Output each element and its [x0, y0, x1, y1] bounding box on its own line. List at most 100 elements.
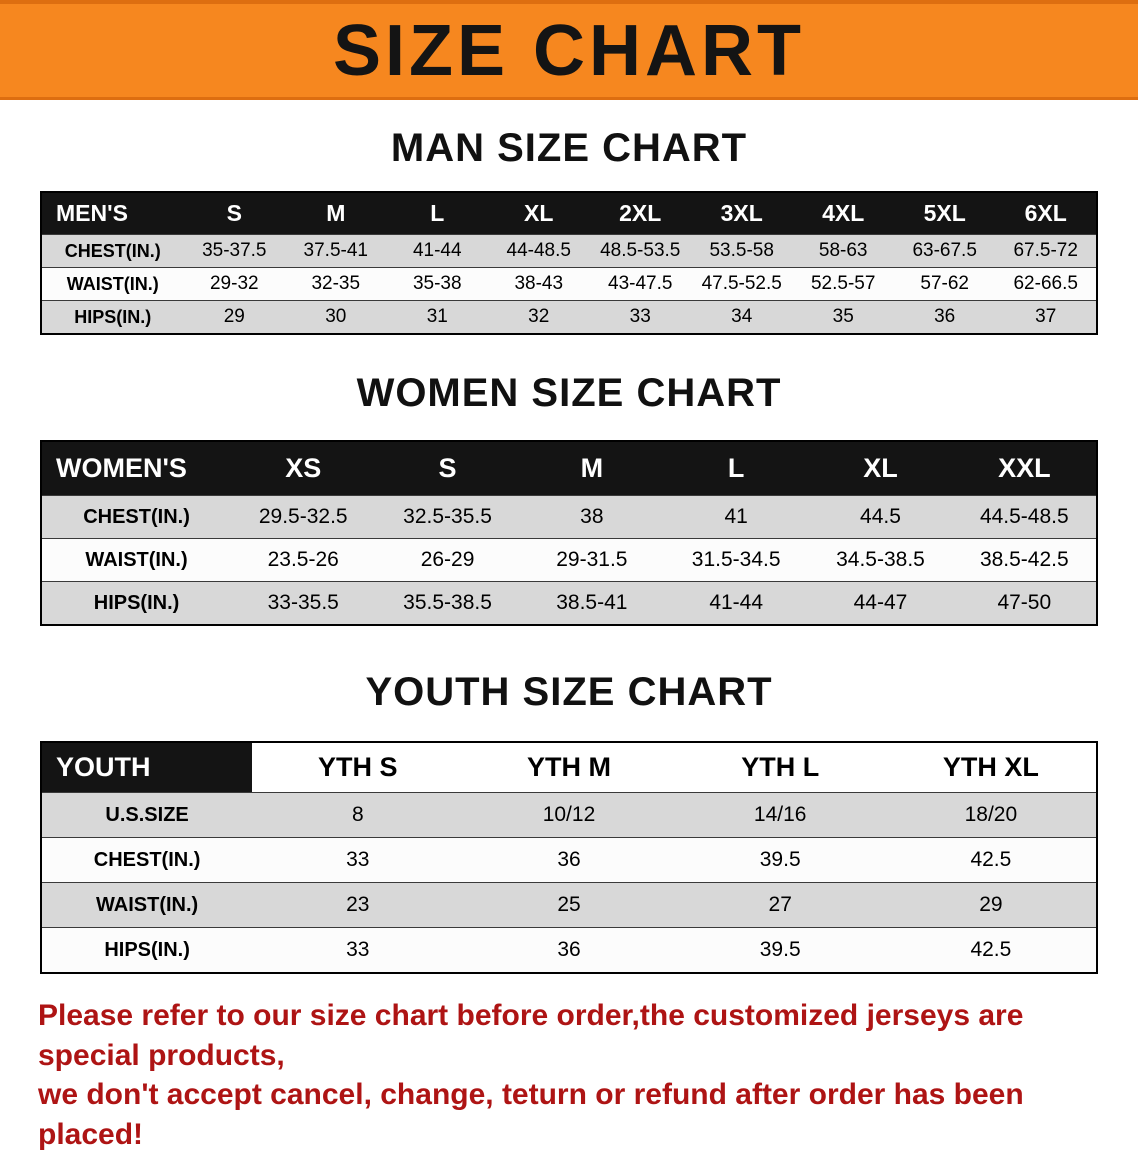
size-value-cell: 23.5-26: [267, 548, 339, 571]
size-value-cell: 47-50: [997, 591, 1052, 614]
size-value-cell: 27: [768, 893, 792, 916]
size-column-header: YTH L: [741, 752, 820, 782]
table-row: WAIST(IN.) 23.5-26 26-29 29-31.5 31.5-34.5 34…: [41, 538, 1097, 582]
youth-size-chart-heading: YOUTH SIZE CHART: [365, 670, 773, 714]
size-value-cell: 62-66.5: [1013, 273, 1078, 294]
size-column-header: 2XL: [619, 200, 662, 226]
size-value-cell: 35-37.5: [202, 240, 267, 261]
table-title-cell: WOMEN'S: [56, 453, 187, 483]
size-value-cell: 29-31.5: [556, 548, 628, 571]
table-row: CHEST(IN.) 35-37.5 37.5-41 41-44 44-48.5 48.5…: [41, 234, 1097, 268]
size-chart-banner: SIZE CHART: [0, 0, 1138, 100]
man-size-chart-heading: MAN SIZE CHART: [390, 126, 748, 170]
disclaimer-text: Please refer to our size chart before or…: [38, 996, 1100, 1154]
women-size-table-wrapper: WOMEN'S XS S M L XL XXL CHEST(IN.) 29.5-32.5 32.5…: [0, 440, 1138, 626]
size-column-header: XS: [285, 453, 322, 483]
table-row: CHEST(IN.) 33 36 39.5 42.5: [41, 837, 1097, 883]
table-header-row: YOUTH YTH S YTH M YTH L YTH XL: [41, 742, 1097, 793]
size-column-header: XXL: [998, 453, 1051, 483]
table-header-row: WOMEN'S XS S M L XL XXL: [41, 441, 1097, 496]
size-value-cell: 33: [346, 938, 370, 961]
table-row: CHEST(IN.) 29.5-32.5 32.5-35.5 38 41 44.5 44.5…: [41, 495, 1097, 539]
size-value-cell: 34: [731, 306, 753, 327]
row-label: U.S.SIZE: [105, 803, 189, 826]
size-value-cell: 38-43: [514, 273, 564, 294]
size-value-cell: 35-38: [412, 273, 462, 294]
table-title-cell: MEN'S: [56, 200, 128, 226]
size-column-header: M: [326, 200, 346, 226]
size-value-cell: 30: [325, 306, 347, 327]
size-value-cell: 31.5-34.5: [691, 548, 781, 571]
size-column-header: YTH M: [526, 752, 611, 782]
size-value-cell: 44.5-48.5: [979, 505, 1069, 528]
size-value-cell: 53.5-58: [709, 240, 774, 261]
row-label: WAIST(IN.): [95, 893, 199, 916]
size-column-header: S: [438, 453, 457, 483]
size-value-cell: 34.5-38.5: [836, 548, 925, 571]
size-column-header: XL: [524, 200, 554, 226]
size-value-cell: 47.5-52.5: [701, 273, 782, 294]
size-value-cell: 67.5-72: [1013, 240, 1078, 261]
size-value-cell: 44.5: [860, 505, 901, 528]
row-label: CHEST(IN.): [64, 240, 161, 261]
size-value-cell: 33-35.5: [267, 591, 339, 614]
size-value-cell: 23: [346, 893, 370, 916]
table-row: WAIST(IN.) 29-32 32-35 35-38 38-43 43-47.5 47.…: [41, 267, 1097, 301]
row-label: WAIST(IN.): [85, 548, 188, 571]
size-value-cell: 29: [223, 306, 245, 327]
size-column-header: L: [430, 200, 445, 226]
row-label: CHEST(IN.): [83, 505, 190, 528]
size-value-cell: 44-47: [853, 591, 908, 614]
size-value-cell: 41-44: [709, 591, 764, 614]
size-column-header: 6XL: [1024, 200, 1067, 226]
row-label: WAIST(IN.): [66, 273, 159, 294]
youth-size-table-wrapper: YOUTH YTH S YTH M YTH L YTH XL U.S.SIZE 8 10/12…: [0, 741, 1138, 974]
size-column-header: M: [580, 453, 604, 483]
size-value-cell: 32-35: [311, 273, 361, 294]
table-row: HIPS(IN.) 29 30 31 32 33 34 35 36 37: [41, 300, 1097, 334]
size-value-cell: 36: [557, 938, 581, 961]
size-column-header: L: [727, 453, 745, 483]
size-value-cell: 36: [934, 306, 956, 327]
size-column-header: 3XL: [720, 200, 763, 226]
table-row: HIPS(IN.) 33 36 39.5 42.5: [41, 927, 1097, 973]
size-column-header: XL: [863, 453, 898, 483]
size-value-cell: 38: [580, 505, 604, 528]
men-size-table-wrapper: MEN'S S M L XL 2XL 3XL 4XL 5XL 6XL CHEST(IN.) 35-37…: [0, 191, 1138, 335]
size-value-cell: 26-29: [420, 548, 475, 571]
row-label: HIPS(IN.): [104, 938, 190, 961]
size-value-cell: 39.5: [759, 848, 801, 871]
size-value-cell: 41-44: [412, 240, 462, 261]
size-value-cell: 35.5-38.5: [403, 591, 492, 614]
size-value-cell: 32.5-35.5: [403, 505, 492, 528]
size-value-cell: 14/16: [753, 803, 807, 826]
size-value-cell: 63-67.5: [912, 240, 977, 261]
disclaimer-line-2: we don't accept cancel, change, teturn o…: [38, 1078, 1024, 1151]
size-value-cell: 48.5-53.5: [600, 240, 681, 261]
size-value-cell: 42.5: [970, 938, 1012, 961]
size-value-cell: 29-32: [209, 273, 259, 294]
men-size-table: MEN'S S M L XL 2XL 3XL 4XL 5XL 6XL CHEST(IN.) 35-37…: [40, 191, 1098, 335]
size-value-cell: 25: [557, 893, 581, 916]
size-value-cell: 32: [528, 306, 550, 327]
banner-title: SIZE CHART: [333, 10, 805, 91]
disclaimer-line-1: Please refer to our size chart before or…: [38, 999, 1024, 1072]
row-label: HIPS(IN.): [93, 591, 180, 614]
size-value-cell: 43-47.5: [608, 273, 673, 294]
size-value-cell: 58-63: [818, 240, 868, 261]
size-value-cell: 31: [426, 306, 448, 327]
size-value-cell: 44-48.5: [506, 240, 571, 261]
size-value-cell: 29.5-32.5: [258, 505, 348, 528]
table-title-cell: YOUTH: [41, 742, 253, 793]
size-value-cell: 37.5-41: [303, 240, 368, 261]
table-row: HIPS(IN.) 33-35.5 35.5-38.5 38.5-41 41-44 44-…: [41, 581, 1097, 625]
size-value-cell: 29: [979, 893, 1003, 916]
size-column-header: YTH S: [318, 752, 398, 782]
size-value-cell: 33: [346, 848, 370, 871]
size-column-header: S: [226, 200, 242, 226]
size-column-header: 5XL: [923, 200, 966, 226]
size-value-cell: 36: [557, 848, 581, 871]
size-value-cell: 38.5-41: [556, 591, 628, 614]
size-value-cell: 10/12: [542, 803, 596, 826]
youth-size-table: YOUTH YTH S YTH M YTH L YTH XL U.S.SIZE 8 10/12…: [40, 741, 1098, 974]
